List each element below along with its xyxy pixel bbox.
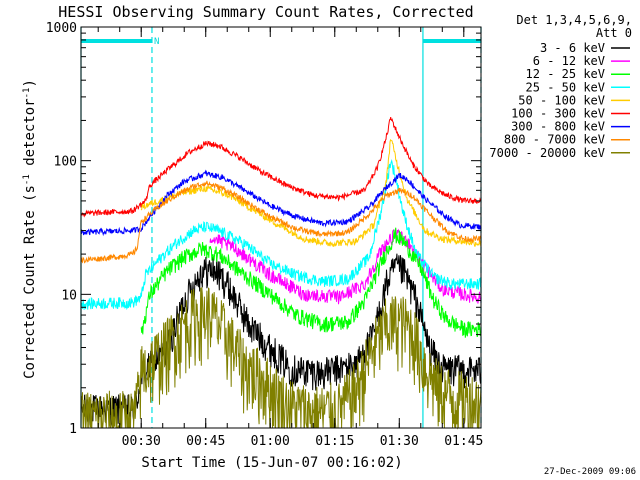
- legend-label: 800 - 7000 keV: [504, 133, 605, 147]
- series-line-3: [80, 158, 482, 311]
- y-tick-label: 1: [69, 422, 77, 437]
- x-tick-label: 01:30: [380, 434, 419, 449]
- legend-label: 50 - 100 keV: [518, 93, 605, 107]
- y-axis-label-mid: detector: [22, 98, 38, 174]
- timestamp: 27-Dec-2009 09:06: [544, 467, 636, 477]
- series-line-4: [140, 138, 482, 247]
- x-tick-label: 00:30: [122, 434, 161, 449]
- x-tick-label: 01:45: [444, 434, 483, 449]
- x-tick-label: 00:45: [186, 434, 225, 449]
- plot-frame: [80, 26, 482, 429]
- series-line-5: [80, 117, 482, 218]
- legend-label: 300 - 800 keV: [511, 120, 605, 134]
- night-label: N: [154, 37, 159, 47]
- legend-header-line1: Det 1,3,4,5,6,9,: [516, 13, 632, 27]
- series-line-1: [209, 228, 482, 305]
- y-tick-label: 1000: [46, 21, 77, 36]
- y-axis-label-sup2: -1: [22, 88, 32, 99]
- legend-label: 25 - 50 keV: [526, 80, 605, 94]
- legend-label: 7000 - 20000 keV: [489, 146, 605, 160]
- y-axis-label-sup1: -1: [22, 174, 32, 185]
- y-tick-label: 10: [61, 288, 77, 303]
- legend-label: 3 - 6 keV: [540, 41, 605, 55]
- series-line-8: [80, 287, 482, 430]
- series-line-7: [80, 180, 482, 264]
- y-axis-label-main: Corrected Count Rate (s: [22, 185, 38, 379]
- x-tick-label: 01:15: [315, 434, 354, 449]
- series-line-2: [140, 227, 482, 338]
- axes: 1 10 100 1000 00:30 00:45 01:00 01:15 01:30 01:45: [46, 21, 484, 449]
- series-lines: [80, 117, 482, 430]
- y-axis-label-end: ): [22, 79, 38, 87]
- legend-label: 100 - 300 keV: [511, 107, 605, 121]
- y-tick-label: 100: [54, 155, 77, 170]
- series-line-6: [80, 169, 482, 237]
- y-axis-label: Corrected Count Rate (s-1 detector-1): [22, 79, 38, 379]
- legend-label: 12 - 25 keV: [526, 67, 605, 81]
- legend-header-line2: Att 0: [596, 26, 632, 40]
- x-axis-label: Start Time (15-Jun-07 00:16:02): [141, 455, 402, 471]
- x-tick-label: 01:00: [251, 434, 290, 449]
- series-line-0: [80, 253, 482, 428]
- chart-title: HESSI Observing Summary Count Rates, Cor…: [58, 3, 473, 21]
- legend-label: 6 - 12 keV: [533, 54, 605, 68]
